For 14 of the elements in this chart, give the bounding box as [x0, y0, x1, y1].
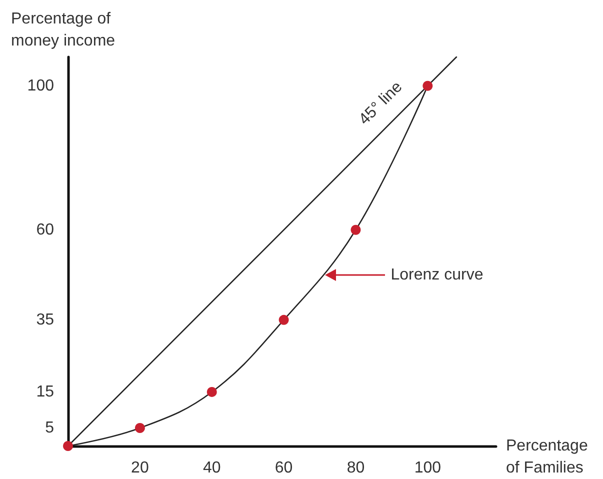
y-tick-label: 5 [45, 419, 54, 436]
annotation: 45° line [356, 78, 406, 128]
x-tick-label: 100 [414, 460, 442, 476]
x-tick-label: 20 [131, 460, 149, 476]
x-axis-title: Percentage of Families [506, 438, 588, 476]
x-tick-label: 60 [274, 460, 293, 476]
y-axis-title: Percentage of money income [11, 10, 116, 50]
y-tick-label: 35 [36, 311, 54, 328]
y-tick-label: 60 [36, 221, 54, 238]
y-tick-label: 100 [27, 77, 54, 94]
annotation: Lorenz curve [390, 266, 484, 284]
x-tick-label: 40 [202, 460, 221, 476]
y-tick-label: 15 [36, 383, 54, 400]
x-tick-label: 80 [346, 460, 365, 476]
